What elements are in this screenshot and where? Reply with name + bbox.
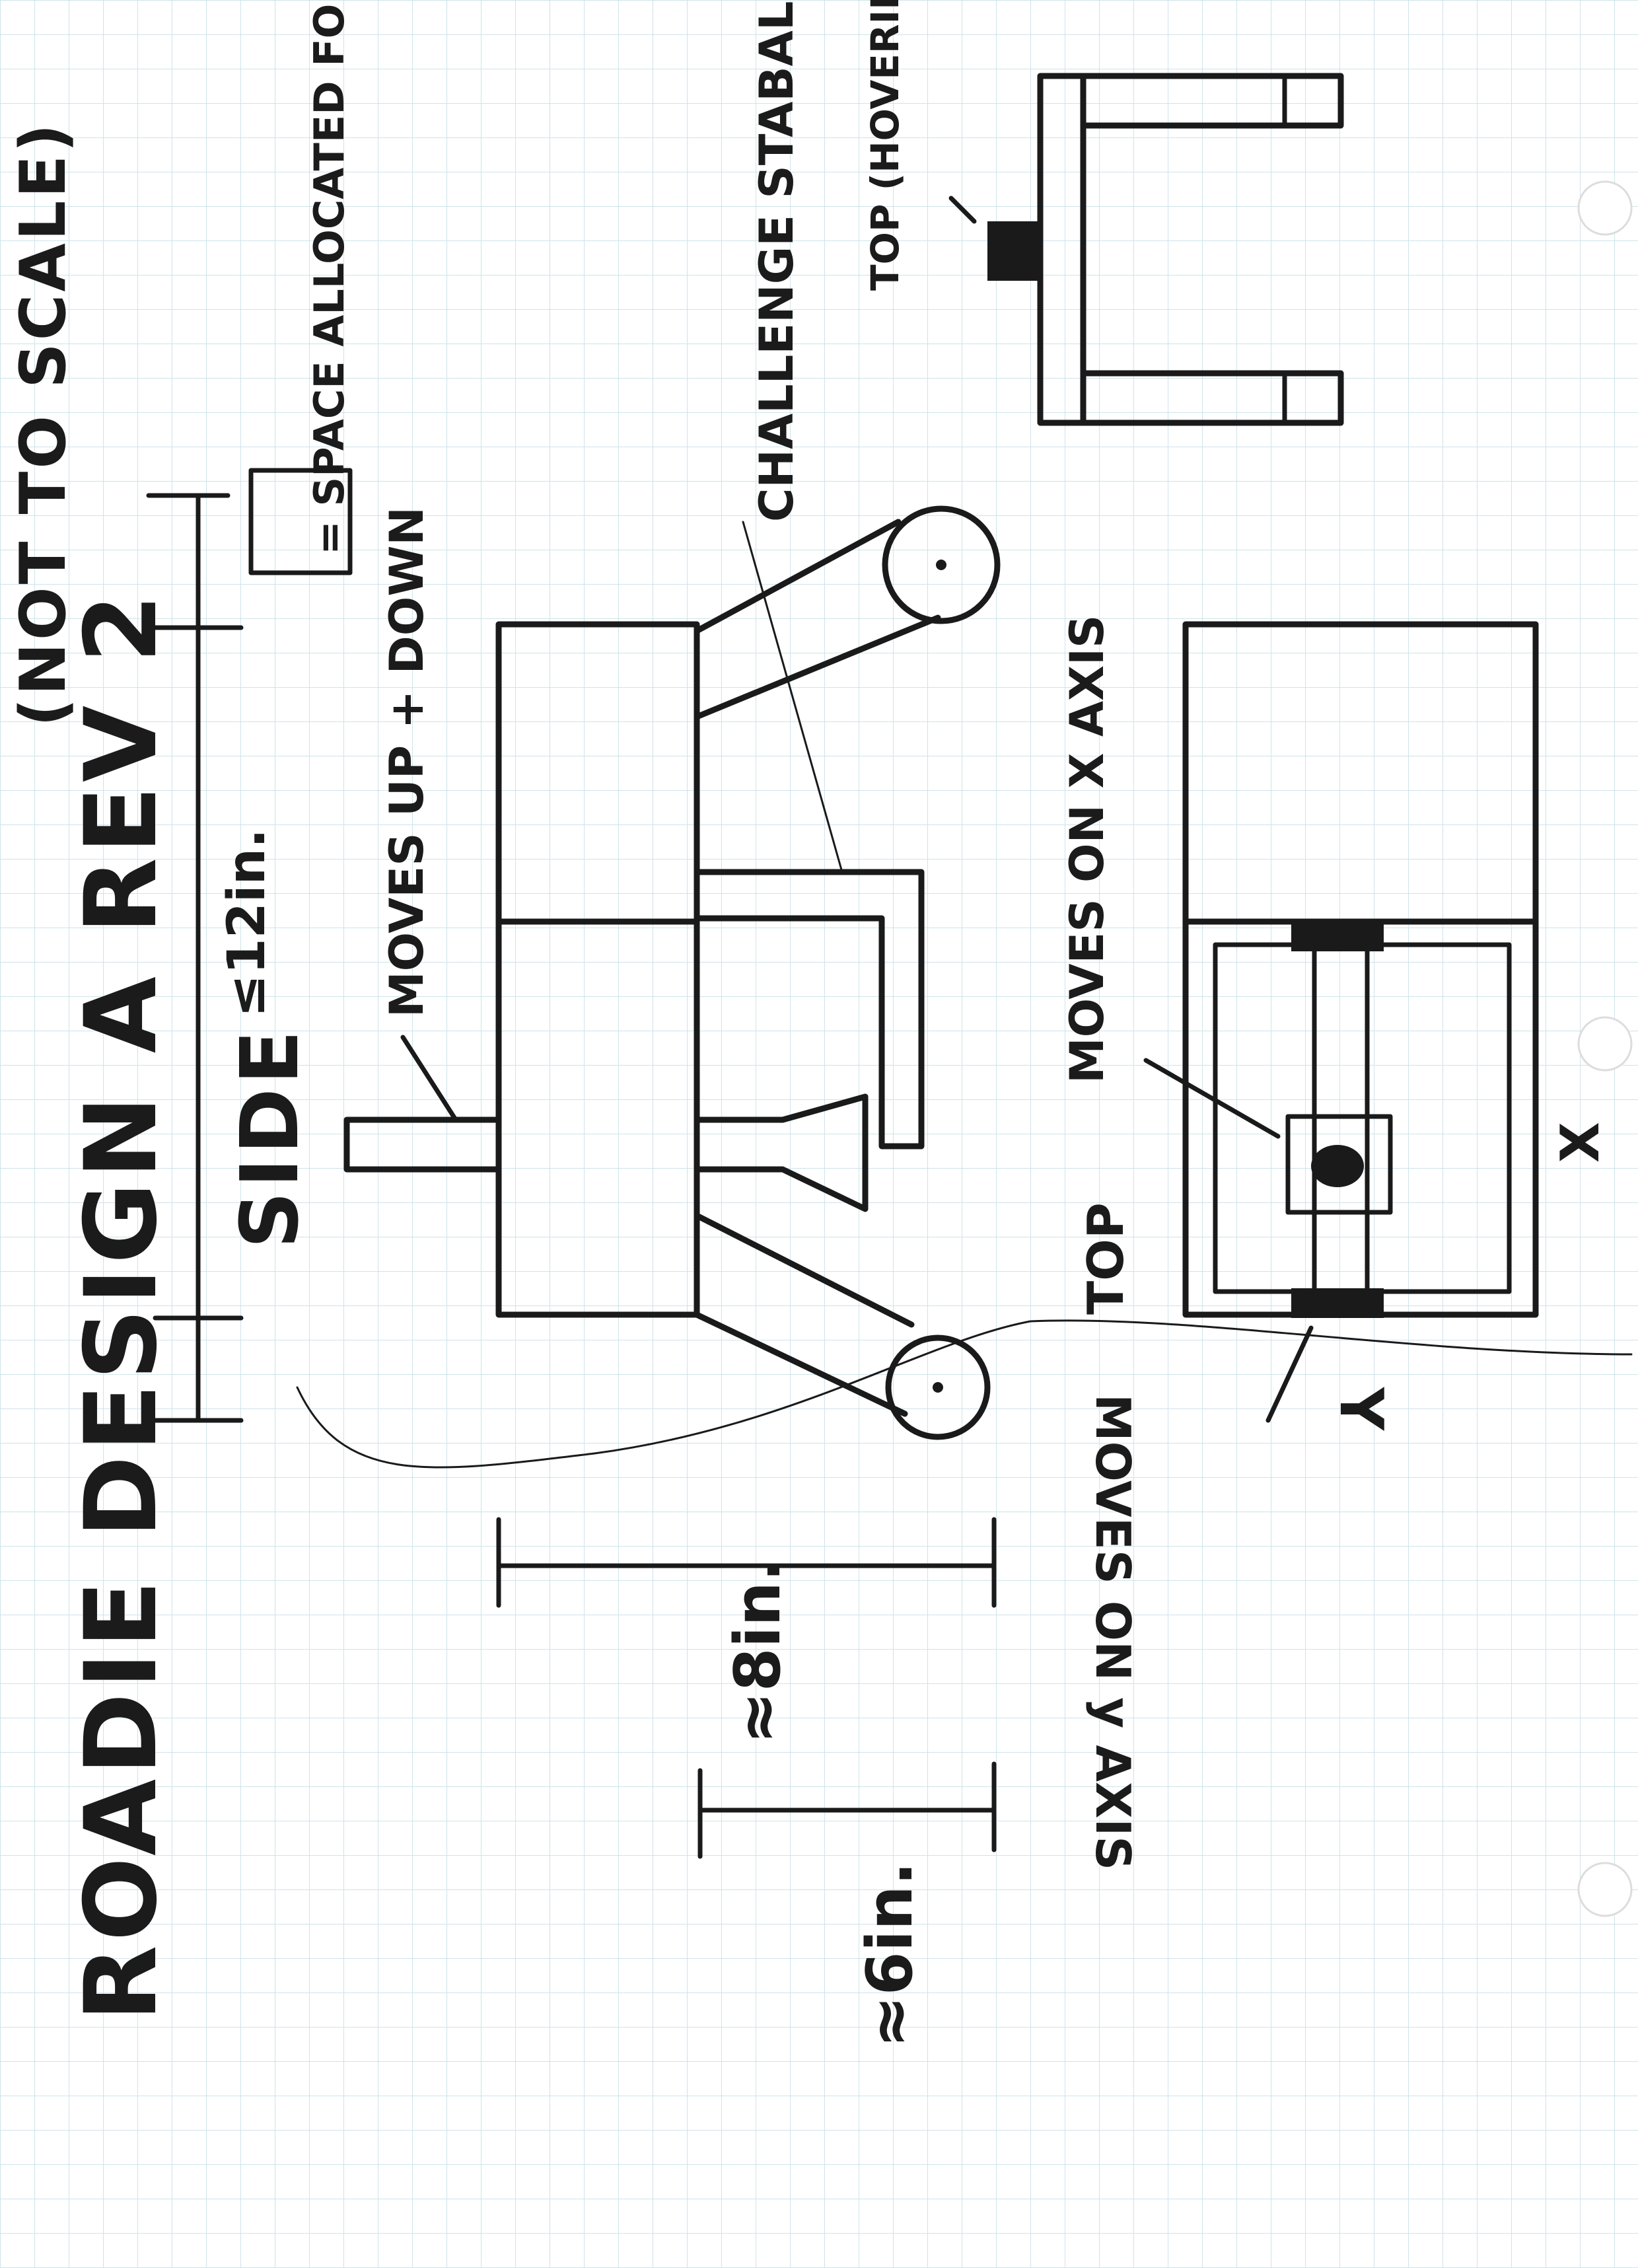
binder-hole-top [1577, 180, 1633, 236]
side-view-drawing [343, 505, 1001, 1440]
y-axis-leader-line [1265, 1325, 1314, 1423]
x-axis-leader-line [1143, 1058, 1281, 1139]
height-dimension-label: ≤12in. [217, 828, 277, 1017]
side-stabilizing-arm [694, 869, 925, 1150]
width-dimension-label: ≈6in. [854, 1862, 927, 2048]
top-carriage [1285, 1114, 1393, 1215]
y-axis-mark: Y [1326, 1387, 1396, 1432]
top-carriage-tool [1311, 1145, 1364, 1187]
top-grabber-view-drawing [948, 73, 1344, 426]
legend-text: = SPACE ALLOCATED FOR HARDWARE [305, 0, 353, 555]
side-lower-leg [694, 1212, 915, 1417]
top-view-label: TOP [1077, 1202, 1135, 1315]
top-view-drawing [1143, 621, 1539, 1423]
page-title: ROADIE DESIGN A REV 2 [64, 590, 179, 2022]
grabber-lower-finger [1080, 370, 1344, 426]
binder-hole-middle [1577, 1016, 1633, 1072]
binder-hole-bottom [1577, 1862, 1633, 1917]
side-lift-post [343, 1116, 502, 1173]
title-group: ROADIE DESIGN A REV 2 (NOT TO SCALE) [7, 121, 179, 2022]
moves-up-down-label: MOVES UP + DOWN [380, 507, 434, 1017]
scale-note: (NOT TO SCALE) [7, 121, 80, 727]
side-view-label: SIDE [225, 1026, 316, 1249]
side-upper-wheel [882, 505, 1001, 624]
hardware-space-legend-swatch [248, 468, 353, 575]
side-grabber-cone [694, 1093, 869, 1212]
top-rail-end-block-bottom [1291, 1288, 1384, 1318]
width-dimension-line [697, 1761, 997, 1859]
side-lower-wheel [885, 1335, 991, 1440]
arm-leader-line [742, 521, 843, 873]
length-dimension-label: ≈8in. [722, 1558, 795, 1744]
grabber-hardware-block [987, 221, 1040, 281]
moves-x-axis-label: MOVES ON X AXIS [1060, 615, 1114, 1083]
x-axis-mark: X [1549, 1122, 1611, 1163]
top-grabber-label: TOP (HOVERING) GRABBERS-CAMPUS TO [863, 0, 908, 291]
grabber-leader-line [948, 196, 977, 224]
top-rail-end-block-top [1291, 922, 1384, 951]
side-upper-leg [694, 519, 941, 720]
grabber-upper-finger [1080, 73, 1344, 129]
moves-y-axis-label: MOVES ON y AXIS [1085, 1394, 1141, 1870]
lift-leader-line [400, 1035, 458, 1122]
height-dimension-line [146, 493, 244, 1423]
challenge-arm-label: CHALLENGE STABALIZING ARM [750, 0, 804, 522]
stray-pen-line [296, 1319, 1633, 1469]
length-dimension-line [496, 1517, 997, 1608]
